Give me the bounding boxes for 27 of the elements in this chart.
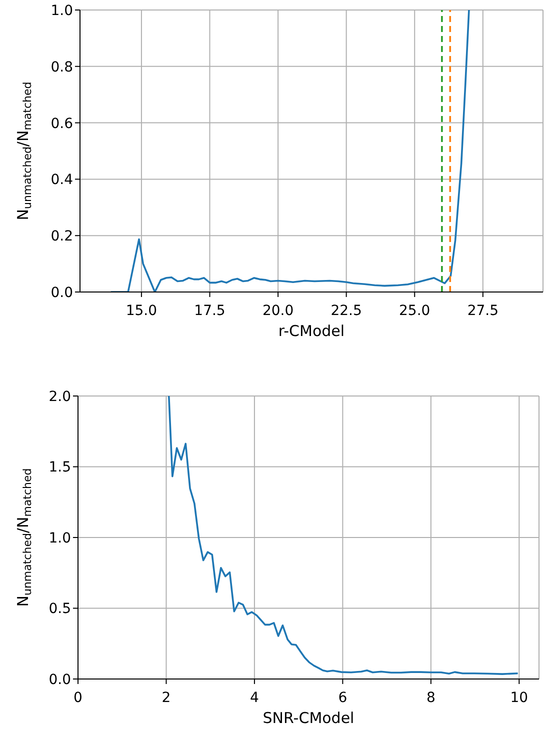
x-tick-label: 25.0 bbox=[399, 302, 430, 319]
y-tick-label: 0.8 bbox=[50, 59, 73, 76]
x-tick-label: 10 bbox=[510, 690, 528, 706]
y-tick-label: 0.6 bbox=[50, 116, 74, 132]
x-tick-label: 2 bbox=[162, 690, 171, 706]
line-series bbox=[168, 396, 519, 675]
y-tick-label: 0.4 bbox=[50, 172, 74, 188]
x-tick-label: 6 bbox=[338, 690, 348, 706]
y-tick-label: 2.0 bbox=[48, 388, 71, 405]
x-tick-label: 22.5 bbox=[330, 302, 362, 319]
y-tick-label: 0.2 bbox=[50, 228, 73, 245]
y-tick-label: 1.0 bbox=[50, 2, 73, 19]
y-tick-label: 1.0 bbox=[48, 530, 71, 546]
line-series bbox=[110, 10, 470, 292]
x-axis-title: SNR-CModel bbox=[262, 709, 354, 727]
x-tick-label: 0 bbox=[74, 690, 82, 706]
x-tick-label: 4 bbox=[250, 690, 259, 706]
x-tick-label: 15.0 bbox=[126, 302, 158, 319]
y-tick-label: 0.0 bbox=[50, 284, 73, 301]
y-tick-label: 1.5 bbox=[48, 460, 71, 476]
x-tick-label: 27.5 bbox=[467, 302, 498, 319]
x-tick-label: 8 bbox=[426, 690, 436, 706]
x-tick-label: 17.5 bbox=[194, 302, 226, 319]
y-tick-label: 0.0 bbox=[48, 672, 71, 688]
x-axis-title: r-CModel bbox=[278, 322, 345, 340]
x-tick-label: 20.0 bbox=[262, 302, 294, 319]
y-tick-label: 0.5 bbox=[48, 601, 71, 618]
